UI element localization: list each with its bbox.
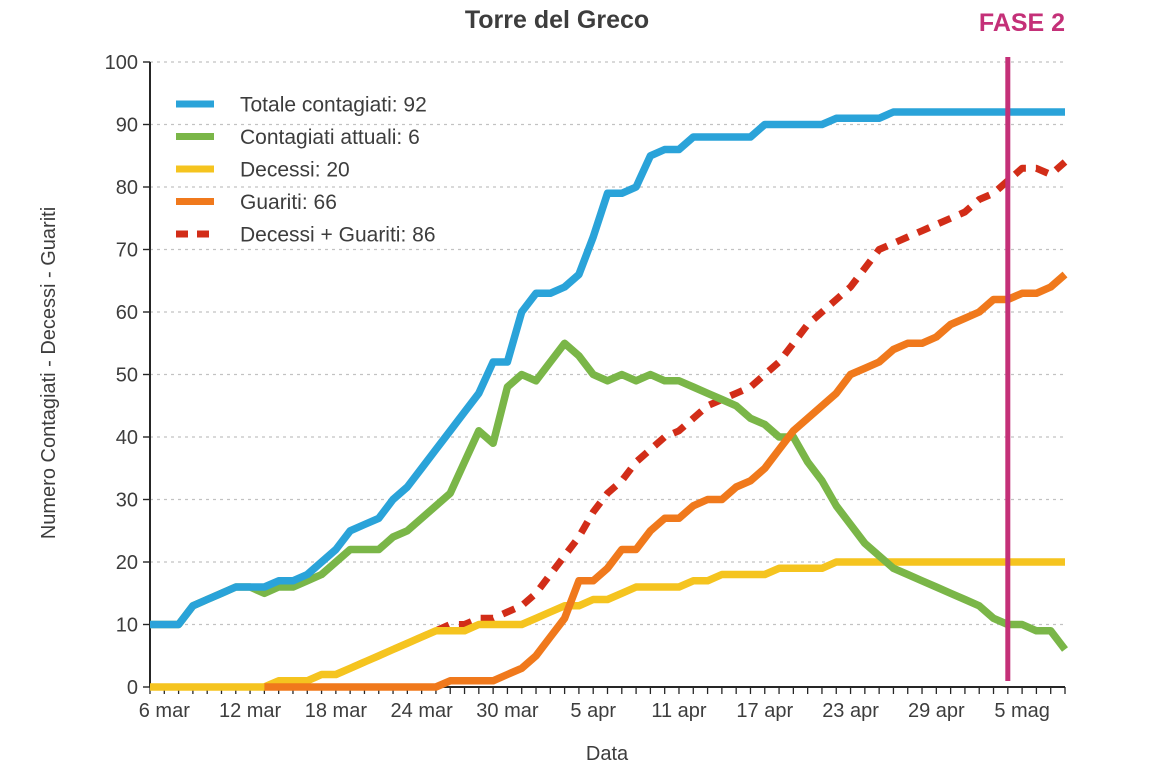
legend-item: Decessi + Guariti: 86 bbox=[176, 224, 436, 247]
legend-label-decessi_piu_guariti: Decessi + Guariti: 86 bbox=[240, 224, 436, 247]
y-tick-label: 10 bbox=[116, 615, 138, 637]
y-axis-label: Numero Contagiati - Decessi - Guariti bbox=[38, 207, 60, 539]
x-tick-label: 23 apr bbox=[822, 700, 879, 722]
data-series bbox=[150, 108, 1068, 691]
x-axis-label: Data bbox=[586, 743, 629, 765]
x-tick-label: 11 apr bbox=[651, 700, 707, 722]
legend-label-guariti: Guariti: 66 bbox=[240, 191, 337, 214]
y-tick-label: 40 bbox=[116, 427, 138, 449]
gridlines bbox=[150, 61, 1065, 626]
legend-item: Decessi: 20 bbox=[176, 159, 350, 182]
legend-label-contagiati_attuali: Contagiati attuali: 6 bbox=[240, 126, 420, 149]
x-tick-label: 5 apr bbox=[570, 700, 616, 722]
y-tick-label: 30 bbox=[116, 490, 138, 512]
y-tick-label: 0 bbox=[127, 677, 138, 699]
y-tick-label: 60 bbox=[116, 302, 138, 324]
series-line-totale_contagiati bbox=[150, 108, 1065, 629]
x-tick-label: 6 mar bbox=[139, 700, 190, 722]
legend-label-totale_contagiati: Totale contagiati: 92 bbox=[240, 94, 427, 117]
y-tick-label: 70 bbox=[116, 240, 138, 262]
x-tick-label: 17 apr bbox=[736, 700, 793, 722]
legend: Totale contagiati: 92 Contagiati attuali:… bbox=[176, 94, 436, 247]
axes: 0 10 20 30 40 50 60 70 80 90 100 6 mar 12 mar 18 mar 2… bbox=[105, 52, 1066, 722]
x-tick-label: 30 mar bbox=[476, 700, 539, 722]
y-tick-label: 100 bbox=[105, 52, 138, 74]
chart-title: Torre del Greco bbox=[465, 6, 649, 34]
legend-label-decessi: Decessi: 20 bbox=[240, 159, 350, 182]
x-tick-label: 18 mar bbox=[305, 700, 368, 722]
legend-item: Totale contagiati: 92 bbox=[176, 94, 427, 117]
series-line-decessi_piu_guariti bbox=[150, 159, 1068, 691]
x-tick-label: 12 mar bbox=[219, 700, 282, 722]
x-tick-label: 24 mar bbox=[391, 700, 454, 722]
y-tick-label: 20 bbox=[116, 552, 138, 574]
legend-item: Contagiati attuali: 6 bbox=[176, 126, 420, 149]
x-tick-label: 5 mag bbox=[994, 700, 1050, 722]
x-tick-label: 29 apr bbox=[908, 700, 965, 722]
y-tick-label: 50 bbox=[116, 365, 138, 387]
legend-item: Guariti: 66 bbox=[176, 191, 337, 214]
series-line-contagiati_attuali bbox=[150, 339, 1068, 652]
y-tick-label: 80 bbox=[116, 177, 138, 199]
fase2-annotation-label: FASE 2 bbox=[979, 9, 1065, 37]
series-line-guariti bbox=[264, 271, 1068, 691]
y-tick-label: 90 bbox=[116, 115, 138, 137]
series-line-decessi bbox=[150, 558, 1065, 691]
